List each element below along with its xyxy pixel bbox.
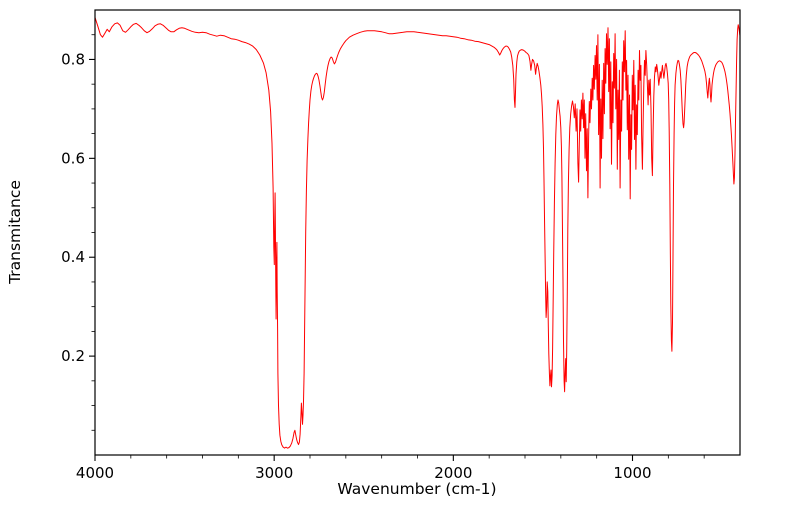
x-axis-label: Wavenumber (cm-1) xyxy=(337,480,497,498)
plot-frame xyxy=(94,9,741,456)
y-tick-label: 0.4 xyxy=(61,248,85,266)
x-tick-label: 2000 xyxy=(434,464,472,482)
y-axis-label: Transmitance xyxy=(6,180,24,284)
y-tick-label: 0.8 xyxy=(61,50,85,68)
y-tick-label: 0.2 xyxy=(61,347,85,365)
x-tick-label: 3000 xyxy=(255,464,293,482)
x-tick-label: 4000 xyxy=(76,464,114,482)
spectrum-line xyxy=(94,17,741,449)
y-tick-label: 0.6 xyxy=(61,149,85,167)
x-tick-label: 1000 xyxy=(613,464,651,482)
